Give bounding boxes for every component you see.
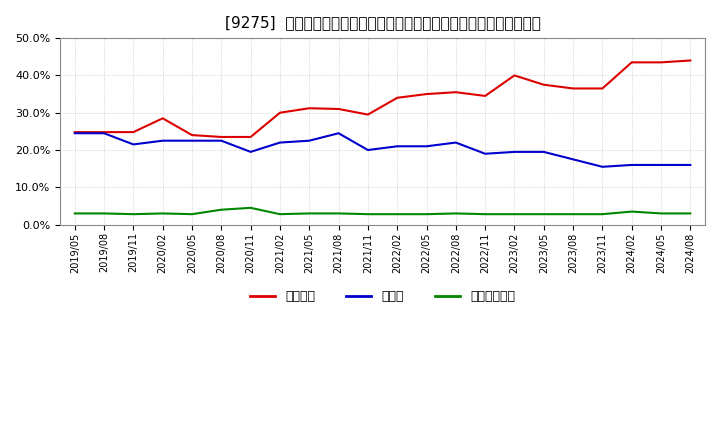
繰延税金資産	[422, 212, 431, 217]
繰延税金資産	[217, 207, 225, 213]
のれん	[657, 162, 665, 168]
のれん	[451, 140, 460, 145]
繰延税金資産	[657, 211, 665, 216]
のれん	[627, 162, 636, 168]
自己資本	[627, 60, 636, 65]
繰延税金資産	[627, 209, 636, 214]
自己資本	[334, 106, 343, 112]
自己資本	[246, 134, 255, 139]
繰延税金資産	[188, 212, 197, 217]
のれん	[246, 149, 255, 154]
のれん	[305, 138, 314, 143]
のれん	[129, 142, 138, 147]
繰延税金資産	[364, 212, 372, 217]
Legend: 自己資本, のれん, 繰延税金資産: 自己資本, のれん, 繰延税金資産	[245, 285, 520, 308]
のれん	[188, 138, 197, 143]
自己資本	[657, 60, 665, 65]
繰延税金資産	[100, 211, 109, 216]
自己資本	[364, 112, 372, 117]
のれん	[569, 157, 577, 162]
自己資本	[305, 106, 314, 111]
のれん	[539, 149, 548, 154]
のれん	[217, 138, 225, 143]
のれん	[100, 131, 109, 136]
自己資本	[510, 73, 519, 78]
自己資本	[71, 129, 79, 135]
自己資本	[188, 132, 197, 138]
繰延税金資産	[451, 211, 460, 216]
Line: 繰延税金資産: 繰延税金資産	[75, 208, 690, 214]
繰延税金資産	[246, 205, 255, 210]
繰延税金資産	[305, 211, 314, 216]
のれん	[481, 151, 490, 156]
繰延税金資産	[276, 212, 284, 217]
のれん	[334, 131, 343, 136]
自己資本	[393, 95, 402, 100]
自己資本	[539, 82, 548, 88]
のれん	[510, 149, 519, 154]
のれん	[158, 138, 167, 143]
のれん	[598, 164, 607, 169]
のれん	[71, 131, 79, 136]
自己資本	[451, 90, 460, 95]
Title: [9275]  自己資本、のれん、繰延税金資産の総資産に対する比率の推移: [9275] 自己資本、のれん、繰延税金資産の総資産に対する比率の推移	[225, 15, 541, 30]
自己資本	[598, 86, 607, 91]
自己資本	[569, 86, 577, 91]
繰延税金資産	[481, 212, 490, 217]
自己資本	[217, 134, 225, 139]
自己資本	[276, 110, 284, 115]
繰延税金資産	[129, 212, 138, 217]
自己資本	[481, 93, 490, 99]
のれん	[364, 147, 372, 153]
繰延税金資産	[510, 212, 519, 217]
繰延税金資産	[686, 211, 695, 216]
繰延税金資産	[539, 212, 548, 217]
繰延税金資産	[71, 211, 79, 216]
のれん	[422, 143, 431, 149]
繰延税金資産	[393, 212, 402, 217]
のれん	[686, 162, 695, 168]
自己資本	[422, 92, 431, 97]
Line: 自己資本: 自己資本	[75, 60, 690, 137]
のれん	[276, 140, 284, 145]
繰延税金資産	[334, 211, 343, 216]
Line: のれん: のれん	[75, 133, 690, 167]
のれん	[393, 143, 402, 149]
繰延税金資産	[598, 212, 607, 217]
自己資本	[686, 58, 695, 63]
自己資本	[100, 129, 109, 135]
自己資本	[158, 116, 167, 121]
自己資本	[129, 129, 138, 135]
繰延税金資産	[158, 211, 167, 216]
繰延税金資産	[569, 212, 577, 217]
